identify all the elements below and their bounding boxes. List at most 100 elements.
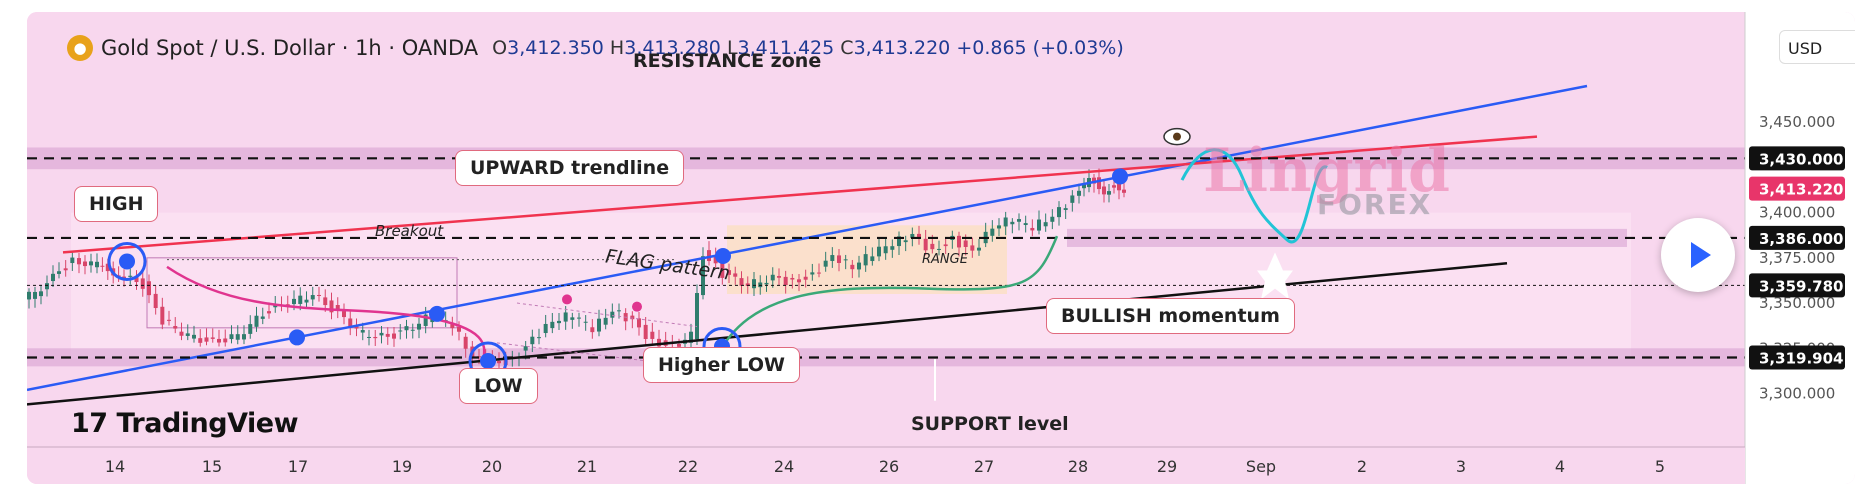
candle-body: [1122, 189, 1126, 193]
swing-point-5: [715, 248, 731, 265]
lingrid-watermark: Lingrid: [1203, 136, 1450, 206]
x-tick-label: 17: [288, 457, 308, 476]
resistance-label: RESISTANCE zone: [633, 50, 822, 72]
candle-body: [563, 312, 568, 322]
candle-body: [897, 236, 901, 247]
candle-body: [970, 245, 975, 251]
candle-body: [348, 318, 353, 328]
candle-body: [423, 314, 428, 326]
x-tick-label: 29: [1157, 457, 1177, 476]
candle-body: [689, 331, 693, 343]
forex-watermark: FOREX: [1317, 188, 1433, 221]
gold-symbol-icon: ●: [67, 35, 93, 61]
candle-body: [185, 333, 190, 336]
play-button[interactable]: [1661, 218, 1735, 292]
candle-body: [823, 260, 828, 267]
swing-point-3: [480, 352, 496, 369]
x-tick-label: 27: [974, 457, 994, 476]
symbol-title: Gold Spot / U.S. Dollar · 1h · OANDA: [101, 36, 479, 60]
candle-body: [1003, 217, 1008, 227]
candle-body: [260, 316, 265, 319]
candle-body: [537, 337, 541, 339]
candle-body: [603, 317, 608, 325]
candle-body: [27, 291, 31, 300]
candle-body: [77, 258, 81, 265]
candle-body: [298, 295, 303, 304]
candle-body: [1023, 223, 1028, 226]
level-badge-3: [1749, 345, 1845, 370]
candle-body: [803, 276, 808, 280]
candle-body: [877, 246, 881, 257]
resistance-trendline: [62, 135, 1538, 254]
candle-body: [583, 321, 588, 323]
candle-body: [134, 277, 139, 283]
candle-body: [404, 326, 409, 331]
candle-body: [590, 327, 595, 333]
candle-body: [179, 331, 184, 336]
currency-selector[interactable]: USD: [1779, 30, 1855, 64]
breakout-label: Breakout: [375, 222, 444, 240]
candle-body: [764, 282, 769, 285]
candle-body: [217, 338, 221, 343]
x-tick-label: 4: [1555, 457, 1565, 476]
candle-body: [570, 317, 575, 320]
candle-body: [637, 318, 641, 328]
candle-body: [1070, 195, 1075, 203]
candle-body: [977, 247, 981, 251]
candle-body: [89, 261, 93, 266]
candle-body: [360, 330, 365, 333]
candle-body: [677, 344, 681, 347]
level-badge-label: 3,359.780: [1759, 277, 1843, 295]
candle-body: [810, 272, 815, 275]
candle-body: [323, 297, 328, 306]
candle-body: [392, 333, 396, 339]
x-tick-label: 20: [482, 457, 502, 476]
candle-body: [701, 256, 705, 296]
candle-body: [173, 326, 178, 329]
flag-top-line: [516, 302, 698, 328]
candle-body: [1063, 208, 1068, 210]
candle-body: [990, 228, 995, 236]
candle-body: [95, 261, 99, 268]
candle-body: [267, 311, 271, 314]
candle-body: [1043, 222, 1048, 227]
candle-body: [1050, 216, 1055, 222]
candle-body: [550, 321, 555, 329]
candle-body: [373, 336, 378, 339]
swing-point-6: [1112, 168, 1128, 185]
candle-body: [617, 310, 621, 312]
ohlc-readout: O3,412.350 H3,413.280 L3,411.425 C3,413.…: [492, 37, 1124, 59]
candle-body: [1117, 180, 1121, 191]
candle-body: [903, 240, 908, 243]
candle-body: [752, 279, 756, 289]
candle-body: [643, 324, 648, 339]
candle-body: [457, 326, 461, 332]
candle-body: [329, 300, 334, 313]
x-tick-label: Sep: [1246, 457, 1276, 476]
support-trendline: [27, 262, 1508, 406]
momentum-curve: [715, 235, 1059, 358]
y-tick-label: 3,450.000: [1759, 113, 1835, 131]
candle-body: [695, 293, 699, 340]
candle-body: [229, 334, 234, 340]
candle-body: [167, 319, 171, 321]
candle-body: [930, 243, 935, 250]
candle-body: [777, 276, 781, 278]
candle-body: [650, 331, 655, 339]
candle-body: [830, 255, 835, 261]
candle-body: [342, 311, 346, 318]
x-tick-label: 21: [577, 457, 597, 476]
target-star-icon: [1257, 252, 1293, 300]
flag-point-1: [562, 294, 572, 305]
candle-body: [33, 291, 37, 299]
eye-pupil: [1173, 132, 1181, 141]
candle-body: [797, 279, 801, 283]
price-chart[interactable]: 3,450.0003,400.0003,375.0003,350.0003,32…: [27, 12, 1855, 484]
candle-body: [223, 338, 228, 343]
candle-body: [870, 256, 875, 262]
level-badge-1: [1749, 225, 1845, 250]
candle-body: [707, 250, 711, 262]
candle-body: [1097, 177, 1101, 190]
candle-body: [863, 254, 868, 266]
candle-body: [817, 272, 821, 274]
